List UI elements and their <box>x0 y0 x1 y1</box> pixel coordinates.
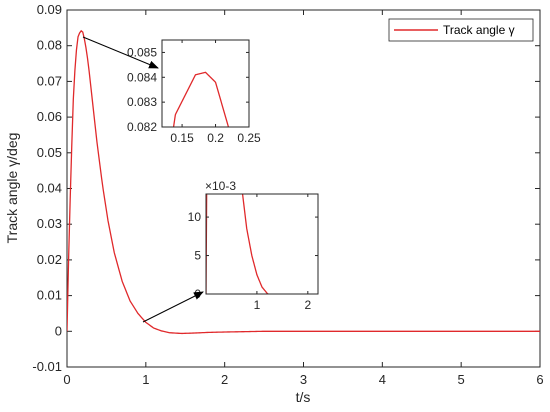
inset-peak-x-tick-label: 0.2 <box>207 131 224 145</box>
main-y-tick-label: 0.05 <box>37 145 62 160</box>
main-y-tick-label: 0.07 <box>37 73 62 88</box>
callout-arrow-peak <box>82 36 159 69</box>
inset-tail-x-tick-label: 1 <box>254 298 261 312</box>
legend-box <box>388 18 534 42</box>
main-y-tick-label: 0.06 <box>37 109 62 124</box>
main-y-tick-label: -0.01 <box>32 359 62 374</box>
inset-peak-y-tick-label: 0.084 <box>127 70 157 84</box>
inset-tail-zoom: 1 2 0 5 10 ×10-3 <box>188 179 319 312</box>
main-x-tick-label: 4 <box>379 372 386 387</box>
legend: Track angle γ <box>388 18 534 42</box>
x-axis-label: t/s <box>296 389 311 405</box>
inset-tail-y-tick-label: 10 <box>188 210 202 224</box>
main-x-tick-label: 2 <box>221 372 228 387</box>
legend-entry-label: Track angle γ <box>443 23 515 37</box>
main-x-tick-label: 0 <box>63 372 70 387</box>
inset-tail-exponent-label: ×10-3 <box>205 179 236 193</box>
callout-arrow-tail <box>142 291 204 323</box>
inset-tail-series-line <box>206 194 270 294</box>
inset-tail-x-tick-label: 2 <box>304 298 311 312</box>
main-y-tick-label: 0 <box>55 323 62 338</box>
main-y-tick-label: 0.08 <box>37 38 62 53</box>
inset-peak-frame <box>161 39 250 128</box>
main-y-tick-label: 0.09 <box>37 2 62 17</box>
inset-tail-background <box>206 194 318 294</box>
inset-peak-y-tick-label: 0.082 <box>127 120 157 134</box>
inset-peak-series-line <box>172 71 230 127</box>
inset-tail-frame <box>205 193 319 295</box>
inset-peak-y-tick-label: 0.085 <box>127 45 157 59</box>
inset-peak-plot <box>172 71 230 127</box>
inset-peak-x-tick-label: 0.25 <box>237 131 261 145</box>
main-x-tick-label: 1 <box>142 372 149 387</box>
inset-peak-ticks: 0.15 0.2 0.25 0.082 0.083 0.084 0.085 <box>127 40 261 145</box>
main-y-tick-label: 0.04 <box>37 181 62 196</box>
main-x-tick-label: 5 <box>458 372 465 387</box>
inset-tail-y-tick-label: 0 <box>194 287 201 301</box>
inset-peak-y-tick-label: 0.083 <box>127 95 157 109</box>
main-y-tick-label: 0.01 <box>37 288 62 303</box>
main-y-tick-label: 0.02 <box>37 252 62 267</box>
inset-peak-x-tick-label: 0.15 <box>170 131 194 145</box>
inset-tail-y-tick-label: 5 <box>194 249 201 263</box>
y-axis-label: Track angle γ/deg <box>4 133 20 244</box>
main-series-line <box>67 29 540 335</box>
inset-tail-plot <box>206 194 270 294</box>
main-x-tick-label: 3 <box>300 372 307 387</box>
main-plot <box>67 29 540 335</box>
main-x-tick-label: 6 <box>536 372 543 387</box>
inset-peak-zoom: 0.15 0.2 0.25 0.082 0.083 0.084 0.085 <box>127 39 261 145</box>
main-y-tick-label: 0.03 <box>37 216 62 231</box>
